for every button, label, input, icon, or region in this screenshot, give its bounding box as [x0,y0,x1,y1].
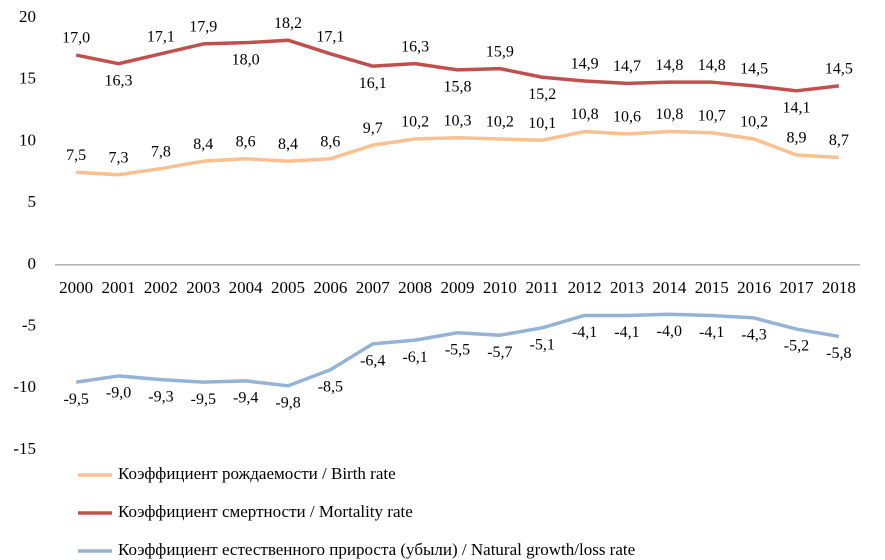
data-label: 8,6 [320,133,340,150]
x-tick-label: 2008 [398,278,432,297]
data-label: -6,4 [360,353,385,370]
data-label: 15,9 [486,43,514,60]
data-label: 14,8 [698,57,726,74]
data-label: 17,9 [189,19,217,36]
data-label: 8,4 [193,136,213,153]
data-label: 8,4 [278,136,298,153]
data-label: -4,1 [614,324,639,341]
data-label: 10,1 [528,115,556,132]
data-label: 17,1 [147,28,175,45]
x-tick-label: 2007 [356,278,391,297]
x-tick-label: 2015 [695,278,729,297]
data-label: -9,4 [233,390,258,407]
data-label: 10,3 [444,112,472,129]
data-label: 16,3 [401,38,429,55]
data-label: -6,1 [402,349,427,366]
x-tick-label: 2010 [483,278,517,297]
legend-label: Коэффициент естественного прироста (убыл… [118,540,635,559]
x-tick-label: 2006 [313,278,347,297]
data-label: 8,6 [236,133,256,150]
series-line [75,312,840,388]
data-label: 10,8 [655,106,683,123]
data-label: 16,1 [359,75,387,92]
x-tick-label: 2011 [526,278,559,297]
data-label: 7,3 [109,149,129,166]
data-label: 15,2 [528,86,556,103]
data-label: -9,0 [106,385,131,402]
data-label: -4,3 [741,327,766,344]
data-label: 16,3 [105,72,133,89]
x-tick-label: 2013 [610,278,644,297]
data-label: 10,7 [698,107,726,124]
legend-label: Коэффициент рождаемости / Birth rate [118,464,396,483]
data-label: -9,5 [191,391,216,408]
data-label: -5,8 [826,345,851,362]
data-label: -4,1 [572,324,597,341]
data-label: 10,2 [401,114,429,131]
data-label: 17,0 [62,30,90,47]
data-label: 18,2 [274,15,302,32]
data-label: 14,5 [825,61,853,78]
data-label: -5,1 [530,336,555,353]
data-label: 10,8 [571,106,599,123]
y-tick-label: 15 [19,69,36,88]
x-tick-label: 2005 [271,278,305,297]
x-tick-label: 2000 [59,278,93,297]
data-label: 7,5 [66,147,86,164]
data-label: 14,1 [782,99,810,116]
data-label: -9,8 [275,394,300,411]
x-tick-label: 2014 [652,278,687,297]
y-tick-label: 10 [19,130,36,149]
data-label: 15,8 [444,79,472,96]
x-tick-label: 2001 [102,278,136,297]
data-label: 14,9 [571,56,599,73]
x-tick-label: 2016 [737,278,771,297]
data-label: 10,2 [486,114,514,131]
data-label: 10,2 [740,114,768,131]
data-label: 7,8 [151,143,171,160]
data-label: 14,5 [740,61,768,78]
data-label: -9,3 [148,388,173,405]
y-tick-label: 0 [28,254,37,273]
x-tick-label: 2003 [186,278,220,297]
x-tick-label: 2009 [441,278,475,297]
x-tick-label: 2004 [229,278,264,297]
data-label: -8,5 [318,378,343,395]
data-label: -4,1 [699,324,724,341]
x-tick-label: 2018 [822,278,856,297]
data-label: 14,8 [655,57,683,74]
legend-label: Коэффициент смертности / Mortality rate [118,502,413,521]
series-line [76,129,839,177]
x-tick-label: 2017 [779,278,814,297]
data-label: 18,0 [232,51,260,68]
y-tick-label: -5 [22,315,36,334]
data-label: -5,7 [487,344,512,361]
data-label: 8,7 [829,132,849,149]
data-label: 9,7 [363,120,383,137]
series-line [75,38,840,93]
x-tick-label: 2002 [144,278,178,297]
y-tick-label: -10 [13,377,36,396]
data-label: 10,6 [613,109,641,126]
data-label: 14,7 [613,58,641,75]
data-label: 8,9 [786,130,806,147]
y-tick-label: 5 [28,192,37,211]
data-label: -4,0 [657,323,682,340]
y-tick-label: -15 [13,439,36,458]
y-tick-label: 20 [19,7,36,26]
data-label: -5,2 [784,338,809,355]
data-label: -9,5 [64,391,89,408]
x-tick-label: 2012 [568,278,602,297]
data-label: -5,5 [445,341,470,358]
data-label: 17,1 [316,28,344,45]
